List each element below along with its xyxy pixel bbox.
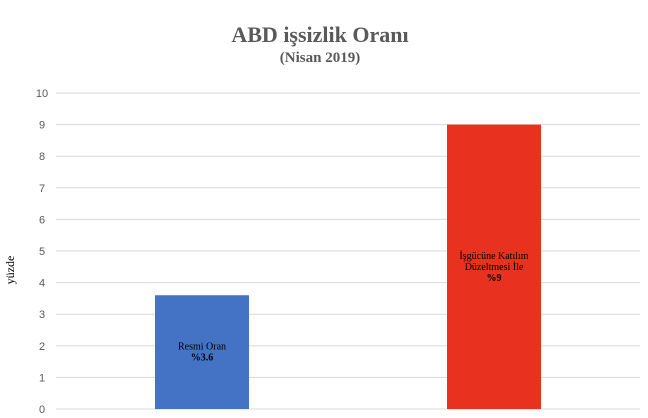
bar-data-label: İşgücüne Katılım <box>459 250 528 262</box>
y-tick-label: 0 <box>39 404 45 416</box>
bar <box>155 295 249 409</box>
bar-data-label: Düzeltmesi İle <box>465 261 524 273</box>
y-tick-label: 10 <box>36 88 48 100</box>
y-tick-label: 4 <box>39 278 45 290</box>
y-tick-label: 9 <box>39 120 45 132</box>
y-tick-label: 5 <box>39 246 45 258</box>
y-tick-label: 3 <box>39 309 45 321</box>
chart-subtitle: (Nisan 2019) <box>279 50 361 66</box>
y-tick-label: 7 <box>39 183 45 195</box>
bar-data-label: %3.6 <box>191 353 214 364</box>
y-tick-label: 1 <box>39 372 45 384</box>
y-tick-label: 6 <box>39 214 45 226</box>
bar-data-label: Resmi Oran <box>178 342 226 353</box>
bar-data-label: %9 <box>487 273 502 284</box>
y-tick-label: 2 <box>39 341 45 353</box>
y-axis-label: yüzde <box>3 256 17 285</box>
y-tick-label: 8 <box>39 151 45 163</box>
chart-title: ABD işsizlik Oranı <box>231 22 409 47</box>
bar <box>447 124 541 409</box>
